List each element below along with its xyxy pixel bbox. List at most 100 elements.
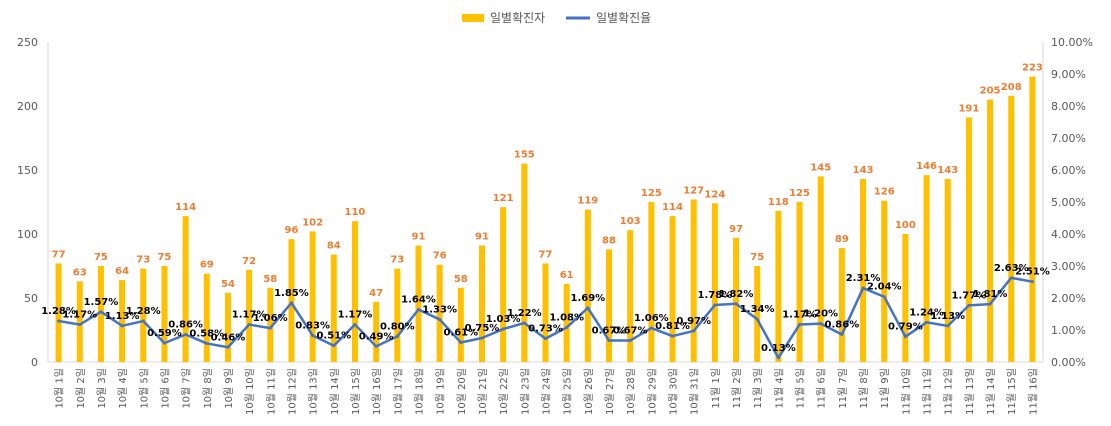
- rate-value-label: 1.33%: [422, 304, 457, 315]
- bar: [987, 99, 994, 362]
- rate-point: [861, 286, 865, 290]
- bar-value-label: 145: [810, 162, 831, 173]
- x-tick-label: 11월 5일: [795, 368, 807, 409]
- rate-value-label: 0.81%: [655, 321, 690, 332]
- bar-value-label: 223: [1022, 63, 1043, 74]
- bar-value-label: 72: [242, 256, 256, 267]
- rate-value-label: 1.03%: [486, 314, 521, 325]
- rate-point: [522, 321, 526, 325]
- bar: [394, 268, 401, 362]
- rate-value-label: 1.34%: [740, 304, 775, 315]
- x-tick-label: 10월 16일: [371, 368, 383, 415]
- bar-value-label: 47: [369, 288, 383, 299]
- y-right-tick-label: 5.00%: [1051, 196, 1086, 209]
- bar: [457, 287, 464, 362]
- bar: [203, 273, 210, 362]
- bar: [711, 203, 718, 362]
- y-right-tick-label: 6.00%: [1051, 164, 1086, 177]
- rate-value-label: 0.61%: [443, 327, 478, 338]
- x-tick-label: 10월 31일: [689, 368, 701, 415]
- bar: [648, 202, 655, 362]
- rate-point: [565, 325, 569, 329]
- bar: [881, 200, 888, 362]
- x-tick-label: 10월 23일: [519, 368, 531, 415]
- rate-point: [459, 340, 463, 344]
- y-left-tick-label: 100: [17, 228, 38, 241]
- bar: [161, 266, 168, 362]
- rate-point: [607, 339, 611, 343]
- bar-value-label: 103: [620, 216, 641, 227]
- bar: [330, 254, 337, 362]
- rate-value-label: 1.28%: [126, 306, 161, 317]
- x-tick-label: 10월 18일: [413, 368, 425, 415]
- bar-value-label: 205: [980, 86, 1001, 97]
- rate-value-label: 2.63%: [994, 263, 1029, 274]
- bar-value-label: 77: [52, 249, 66, 260]
- x-tick-label: 10월 30일: [668, 368, 680, 415]
- bar-value-label: 125: [641, 188, 662, 199]
- x-tick-label: 10월 12일: [286, 368, 298, 415]
- bar-value-label: 88: [602, 235, 616, 246]
- rate-point: [671, 334, 675, 338]
- bar-value-label: 114: [175, 202, 196, 213]
- y-left-tick-label: 50: [24, 292, 38, 305]
- bar-value-label: 73: [136, 255, 150, 266]
- x-tick-label: 10월 2일: [75, 368, 87, 409]
- rate-point: [416, 308, 420, 312]
- bar: [563, 283, 570, 362]
- rate-value-label: 1.17%: [62, 310, 97, 321]
- x-tick-label: 11월 4일: [773, 368, 785, 409]
- x-tick-label: 10월 19일: [435, 368, 447, 415]
- x-tick-label: 10월 14일: [329, 368, 341, 415]
- bar: [1008, 95, 1015, 362]
- rate-value-label: 0.75%: [465, 323, 500, 334]
- x-tick-label: 11월 11일: [922, 368, 934, 415]
- rate-value-label: 1.13%: [105, 311, 140, 322]
- bar: [606, 249, 613, 362]
- y-left-tick-label: 150: [17, 164, 38, 177]
- x-tick-label: 10월 10일: [244, 368, 256, 415]
- rate-point: [1009, 276, 1013, 280]
- bar: [182, 216, 189, 362]
- rate-point: [734, 302, 738, 306]
- y-right-tick-label: 1.00%: [1051, 324, 1086, 337]
- rate-value-label: 0.67%: [613, 326, 648, 337]
- bar-value-label: 102: [302, 217, 323, 228]
- bar: [119, 280, 126, 362]
- bar-value-label: 126: [874, 187, 895, 198]
- bar: [690, 199, 697, 362]
- rate-value-label: 1.17%: [782, 310, 817, 321]
- bar: [351, 221, 358, 362]
- bar: [860, 178, 867, 362]
- rate-value-label: 1.82%: [719, 289, 754, 300]
- x-tick-label: 11월 12일: [943, 368, 955, 415]
- bar-value-label: 91: [475, 232, 489, 243]
- rate-value-label: 0.13%: [761, 343, 796, 354]
- rate-value-label: 1.17%: [338, 310, 373, 321]
- bar-value-label: 63: [73, 267, 87, 278]
- bar: [733, 237, 740, 362]
- rate-point: [501, 327, 505, 331]
- rate-point: [713, 303, 717, 307]
- bar: [965, 117, 972, 363]
- bar-value-label: 58: [454, 274, 468, 285]
- bar: [944, 178, 951, 362]
- rate-value-label: 0.67%: [592, 326, 627, 337]
- rate-value-label: 0.49%: [359, 331, 394, 342]
- rate-point: [268, 326, 272, 330]
- bar: [140, 268, 147, 362]
- x-tick-label: 11월 7일: [837, 368, 849, 409]
- legend-line-label: 일별확진율: [596, 11, 651, 25]
- rate-value-label: 1.69%: [570, 293, 605, 304]
- rate-value-label: 1.28%: [41, 306, 76, 317]
- x-tick-label: 11월 3일: [752, 368, 764, 409]
- rate-value-label: 1.24%: [909, 307, 944, 318]
- rate-point: [925, 320, 929, 324]
- rate-point: [776, 356, 780, 360]
- rate-value-label: 2.51%: [1015, 267, 1050, 278]
- x-tick-label: 10월 15일: [350, 368, 362, 415]
- rate-point: [692, 329, 696, 333]
- rate-point: [988, 302, 992, 306]
- x-tick-label: 10월 20일: [456, 368, 468, 415]
- rate-value-label: 0.73%: [528, 324, 563, 335]
